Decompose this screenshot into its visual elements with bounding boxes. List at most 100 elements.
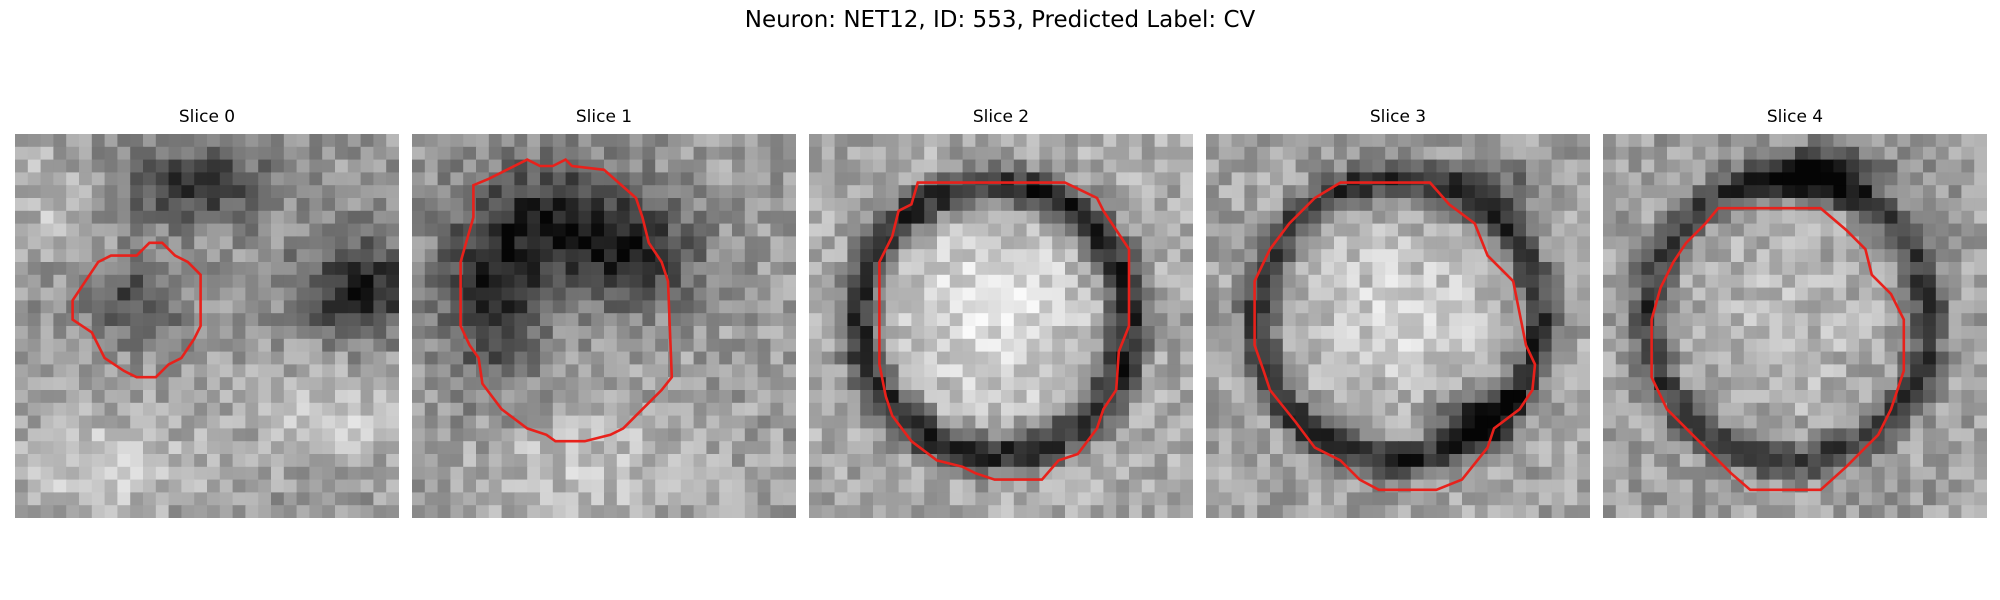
image-pixel xyxy=(1001,466,1015,481)
image-pixel xyxy=(463,402,477,417)
image-pixel xyxy=(1167,466,1181,481)
image-pixel xyxy=(1372,159,1386,173)
image-pixel xyxy=(463,351,477,365)
image-pixel xyxy=(1308,159,1322,173)
image-pixel xyxy=(911,198,925,212)
image-pixel xyxy=(232,466,246,481)
image-pixel xyxy=(744,441,759,455)
image-pixel xyxy=(1052,428,1066,442)
image-pixel xyxy=(604,338,618,353)
image-pixel xyxy=(437,134,451,148)
image-pixel xyxy=(194,479,208,493)
image-pixel xyxy=(1692,505,1706,518)
image-pixel xyxy=(1013,377,1028,391)
image-pixel xyxy=(988,313,1002,327)
image-pixel xyxy=(1705,505,1719,518)
image-pixel xyxy=(1603,466,1617,481)
image-pixel xyxy=(1667,338,1681,353)
image-pixel xyxy=(1820,300,1834,314)
image-pixel xyxy=(1295,223,1309,237)
image-pixel xyxy=(1359,377,1373,391)
image-pixel xyxy=(181,454,195,468)
image-pixel xyxy=(1910,210,1924,225)
image-pixel xyxy=(360,210,374,225)
image-pixel xyxy=(680,287,695,301)
image-pixel xyxy=(1385,364,1399,378)
image-pixel xyxy=(232,159,246,173)
image-pixel xyxy=(79,466,93,481)
image-pixel xyxy=(1526,210,1540,225)
image-pixel xyxy=(181,134,195,148)
image-pixel xyxy=(552,300,567,314)
image-pixel xyxy=(1141,390,1156,404)
image-pixel xyxy=(1295,210,1309,225)
image-pixel xyxy=(1206,466,1220,481)
image-pixel xyxy=(1334,159,1348,173)
image-pixel xyxy=(1756,146,1770,161)
image-pixel xyxy=(514,454,528,468)
image-pixel xyxy=(66,402,80,417)
image-pixel xyxy=(1449,415,1463,429)
image-pixel xyxy=(1385,236,1399,250)
image-pixel xyxy=(1692,402,1706,417)
image-pixel xyxy=(258,210,272,225)
image-pixel xyxy=(1820,415,1834,429)
image-pixel xyxy=(1667,466,1681,481)
image-pixel xyxy=(540,236,554,250)
image-pixel xyxy=(1116,300,1130,314)
image-pixel xyxy=(283,146,298,161)
image-pixel xyxy=(578,402,592,417)
image-pixel xyxy=(1065,236,1079,250)
image-pixel xyxy=(1935,134,1950,148)
image-pixel xyxy=(143,249,157,263)
image-pixel xyxy=(1462,390,1476,404)
image-pixel xyxy=(860,505,874,518)
image-pixel xyxy=(693,159,707,173)
image-pixel xyxy=(1013,134,1028,148)
image-pixel xyxy=(412,338,426,353)
image-pixel xyxy=(578,351,592,365)
image-pixel xyxy=(1795,236,1809,250)
image-pixel xyxy=(847,146,861,161)
image-pixel xyxy=(1743,223,1758,237)
image-pixel xyxy=(232,262,246,276)
image-pixel xyxy=(143,505,157,518)
image-pixel xyxy=(347,210,362,225)
image-pixel xyxy=(1974,185,1987,199)
image-pixel xyxy=(655,454,669,468)
image-pixel xyxy=(386,313,399,327)
image-pixel xyxy=(245,338,259,353)
image-pixel xyxy=(1961,210,1975,225)
image-pixel xyxy=(1180,505,1193,518)
image-pixel xyxy=(616,326,631,340)
image-pixel xyxy=(1961,274,1975,289)
image-pixel xyxy=(1052,466,1066,481)
image-pixel xyxy=(821,338,836,353)
image-pixel xyxy=(821,313,836,327)
image-pixel xyxy=(335,505,349,518)
image-pixel xyxy=(1705,428,1719,442)
image-pixel xyxy=(1743,274,1758,289)
image-pixel xyxy=(693,262,707,276)
image-pixel xyxy=(821,377,836,391)
image-pixel xyxy=(1667,390,1681,404)
image-pixel xyxy=(117,338,131,353)
image-pixel xyxy=(1820,479,1834,493)
image-pixel xyxy=(283,505,298,518)
image-pixel xyxy=(552,479,567,493)
image-pixel xyxy=(1910,466,1924,481)
image-pixel xyxy=(924,146,938,161)
image-pixel xyxy=(1398,415,1412,429)
image-pixel xyxy=(347,313,362,327)
image-pixel xyxy=(1270,338,1284,353)
image-pixel xyxy=(1218,300,1233,314)
image-pixel xyxy=(335,479,349,493)
image-pixel xyxy=(1334,236,1348,250)
image-pixel xyxy=(1026,313,1040,327)
image-pixel xyxy=(1129,172,1143,186)
image-pixel xyxy=(642,274,656,289)
image-pixel xyxy=(1154,479,1168,493)
image-pixel xyxy=(1206,505,1220,518)
image-pixel xyxy=(578,287,592,301)
image-pixel xyxy=(424,274,439,289)
